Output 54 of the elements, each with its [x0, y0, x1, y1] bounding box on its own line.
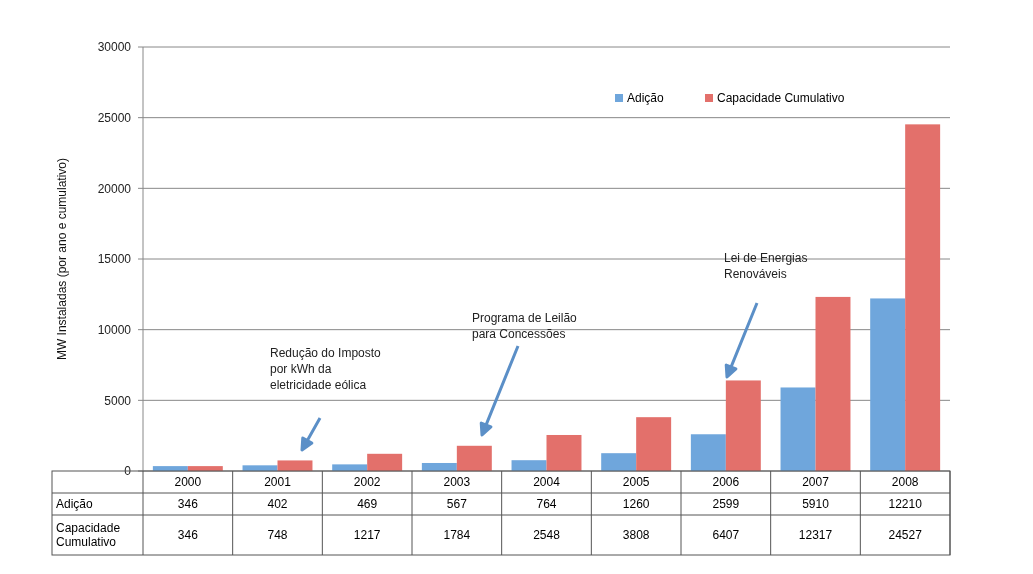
- x-tick-label: 2000: [174, 475, 202, 490]
- data-label: 5910: [802, 497, 830, 512]
- bar: [870, 298, 906, 471]
- data-label: 2599: [712, 497, 740, 512]
- bar: [456, 445, 492, 471]
- bar: [815, 296, 851, 471]
- bar: [905, 124, 941, 471]
- data-label: 764: [536, 497, 557, 512]
- data-label: 346: [177, 497, 199, 512]
- x-tick-label: 2004: [533, 475, 561, 490]
- legend-label: Adição: [627, 91, 665, 106]
- data-label: 748: [267, 528, 288, 543]
- bar: [511, 460, 547, 471]
- data-label: 3808: [622, 528, 650, 543]
- x-tick-label: 2003: [443, 475, 471, 490]
- bar: [636, 417, 672, 471]
- data-label: 1217: [353, 528, 381, 543]
- data-label: 346: [177, 528, 199, 543]
- data-label: 6407: [712, 528, 740, 543]
- data-label: 1260: [622, 497, 650, 512]
- text: Adição: [56, 497, 93, 512]
- x-tick-label: 2002: [353, 475, 381, 490]
- bar: [601, 453, 637, 471]
- legend-label: Capacidade Cumulativo: [717, 91, 845, 106]
- annotation: Redução do Imposto por kWh da eletricidade eólica: [270, 346, 382, 392]
- bar: [367, 453, 403, 471]
- y-tick-label: 10000: [97, 322, 132, 337]
- bar: [690, 434, 726, 471]
- data-label: 12210: [888, 497, 923, 512]
- y-tick-label: 25000: [97, 110, 132, 125]
- data-label: 567: [446, 497, 468, 512]
- annotation: Lei de Energias Renováveis: [724, 251, 808, 281]
- x-tick-label: 2007: [802, 475, 830, 490]
- bar: [780, 387, 816, 471]
- x-tick-label: 2006: [712, 475, 740, 490]
- y-tick-label: 15000: [97, 252, 132, 267]
- y-tick-label: 0: [124, 464, 132, 479]
- data-label: 12317: [798, 528, 833, 543]
- y-tick-label: 20000: [97, 181, 132, 196]
- y-axis-title: MW Instaladas (por ano e cumulativo): [55, 157, 69, 361]
- annotation: Programa de Leilão para Concessões: [472, 311, 578, 341]
- data-label: 24527: [888, 528, 923, 543]
- bar: [277, 460, 313, 471]
- data-label: 469: [357, 497, 378, 512]
- bar: [546, 434, 582, 471]
- data-label: 2548: [533, 528, 561, 543]
- x-tick-label: 2005: [622, 475, 650, 490]
- data-label: 402: [267, 497, 288, 512]
- x-tick-label: 2008: [891, 475, 919, 490]
- text: Capacidade Cumulativo: [56, 521, 121, 550]
- y-tick-label: 30000: [97, 40, 132, 55]
- data-label: 1784: [443, 528, 471, 543]
- y-tick-label: 5000: [104, 393, 132, 408]
- x-tick-label: 2001: [264, 475, 292, 490]
